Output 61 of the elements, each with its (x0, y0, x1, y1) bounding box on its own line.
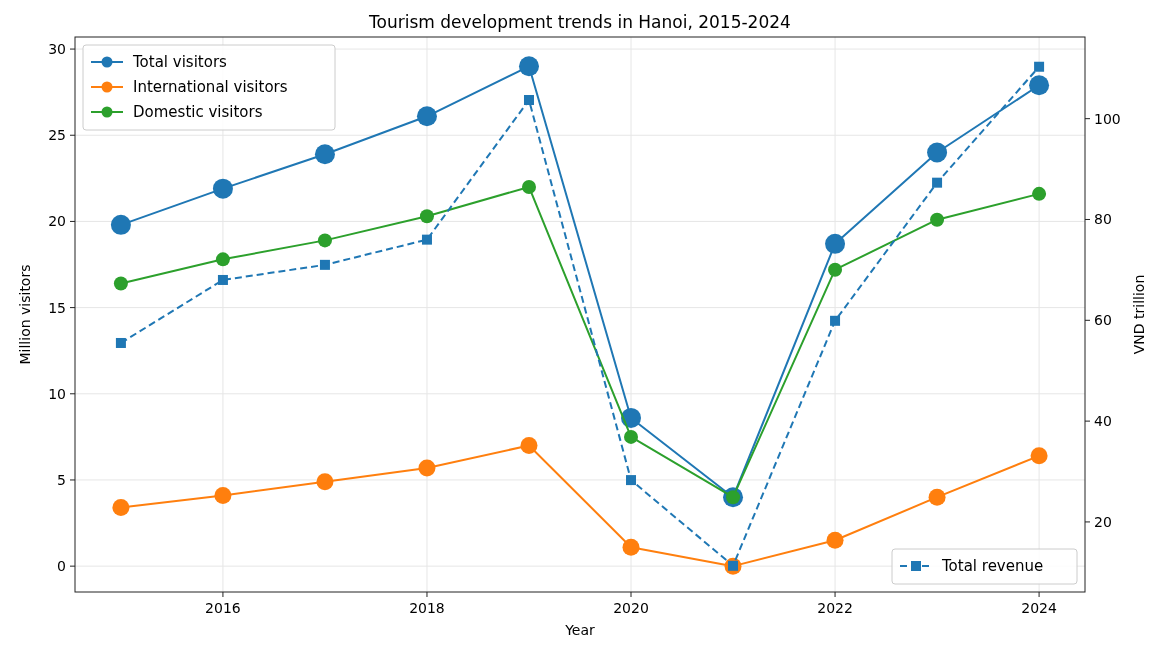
y2-tick-label: 80 (1094, 211, 1112, 228)
point (421, 234, 432, 245)
y-axis-title: Million visitors (17, 264, 33, 365)
point (520, 436, 538, 454)
point (1029, 75, 1050, 96)
point (316, 473, 334, 491)
point (621, 407, 642, 428)
point (212, 178, 233, 199)
point (319, 259, 330, 270)
legend-label: International visitors (133, 78, 288, 96)
point (418, 459, 436, 477)
legend-label: Total visitors (132, 53, 228, 71)
y-tick-label: 5 (57, 471, 66, 488)
point (521, 179, 536, 194)
point (927, 142, 948, 163)
y2-tick-label: 20 (1094, 513, 1112, 530)
y-tick-label: 25 (48, 127, 66, 144)
legend-label: Total revenue (941, 557, 1044, 575)
x-tick-label: 2020 (613, 600, 649, 616)
chart-title: Tourism development trends in Hanoi, 2015-2024 (368, 12, 791, 32)
x-tick-label: 2022 (817, 600, 853, 616)
point (624, 429, 639, 444)
point (932, 177, 943, 188)
x-axis-title: Year (564, 622, 596, 638)
point (1032, 186, 1047, 201)
x-tick-label: 2024 (1021, 600, 1057, 616)
legend-label: Domestic visitors (133, 103, 263, 121)
point (826, 531, 844, 549)
point (1030, 447, 1048, 465)
point (217, 274, 228, 285)
y-tick-label: 10 (48, 385, 66, 402)
x-tick-label: 2018 (409, 600, 445, 616)
point (419, 209, 434, 224)
point (314, 144, 335, 165)
point (930, 212, 945, 227)
point (112, 499, 130, 517)
point (928, 488, 946, 506)
point (622, 538, 640, 556)
y-tick-label: 15 (48, 299, 66, 316)
point (828, 262, 843, 277)
y-tick-label: 0 (57, 558, 66, 575)
point (523, 95, 534, 106)
point (115, 337, 126, 348)
point (825, 233, 846, 254)
y2-axis-title: VND trillion (1131, 274, 1147, 355)
point (317, 233, 332, 248)
y2-tick-label: 100 (1094, 110, 1121, 127)
point (518, 56, 539, 77)
x-tick-label: 2016 (205, 600, 241, 616)
point (830, 315, 841, 326)
point (626, 475, 637, 486)
point (416, 106, 437, 127)
point (215, 252, 230, 267)
y2-tick-label: 40 (1094, 413, 1112, 430)
y-tick-label: 20 (48, 213, 66, 230)
point (214, 486, 232, 504)
y2-tick-label: 60 (1094, 312, 1112, 329)
point (1034, 61, 1045, 72)
point (110, 214, 131, 235)
y-tick-label: 30 (48, 41, 66, 58)
point (113, 276, 128, 291)
